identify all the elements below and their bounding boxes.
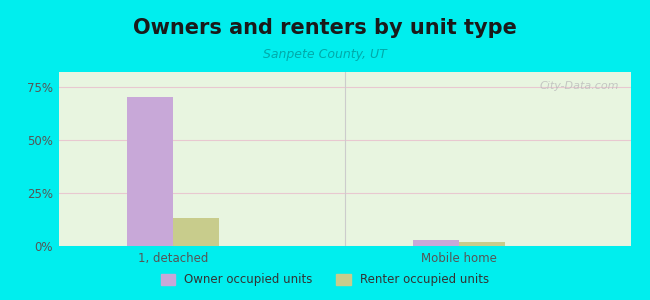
Legend: Owner occupied units, Renter occupied units: Owner occupied units, Renter occupied un… (156, 269, 494, 291)
Text: Owners and renters by unit type: Owners and renters by unit type (133, 18, 517, 38)
Bar (413, 240, 459, 246)
Bar (173, 218, 218, 246)
Bar (127, 98, 173, 246)
Text: Sanpete County, UT: Sanpete County, UT (263, 48, 387, 61)
Text: City-Data.com: City-Data.com (540, 81, 619, 91)
Bar (459, 242, 504, 246)
